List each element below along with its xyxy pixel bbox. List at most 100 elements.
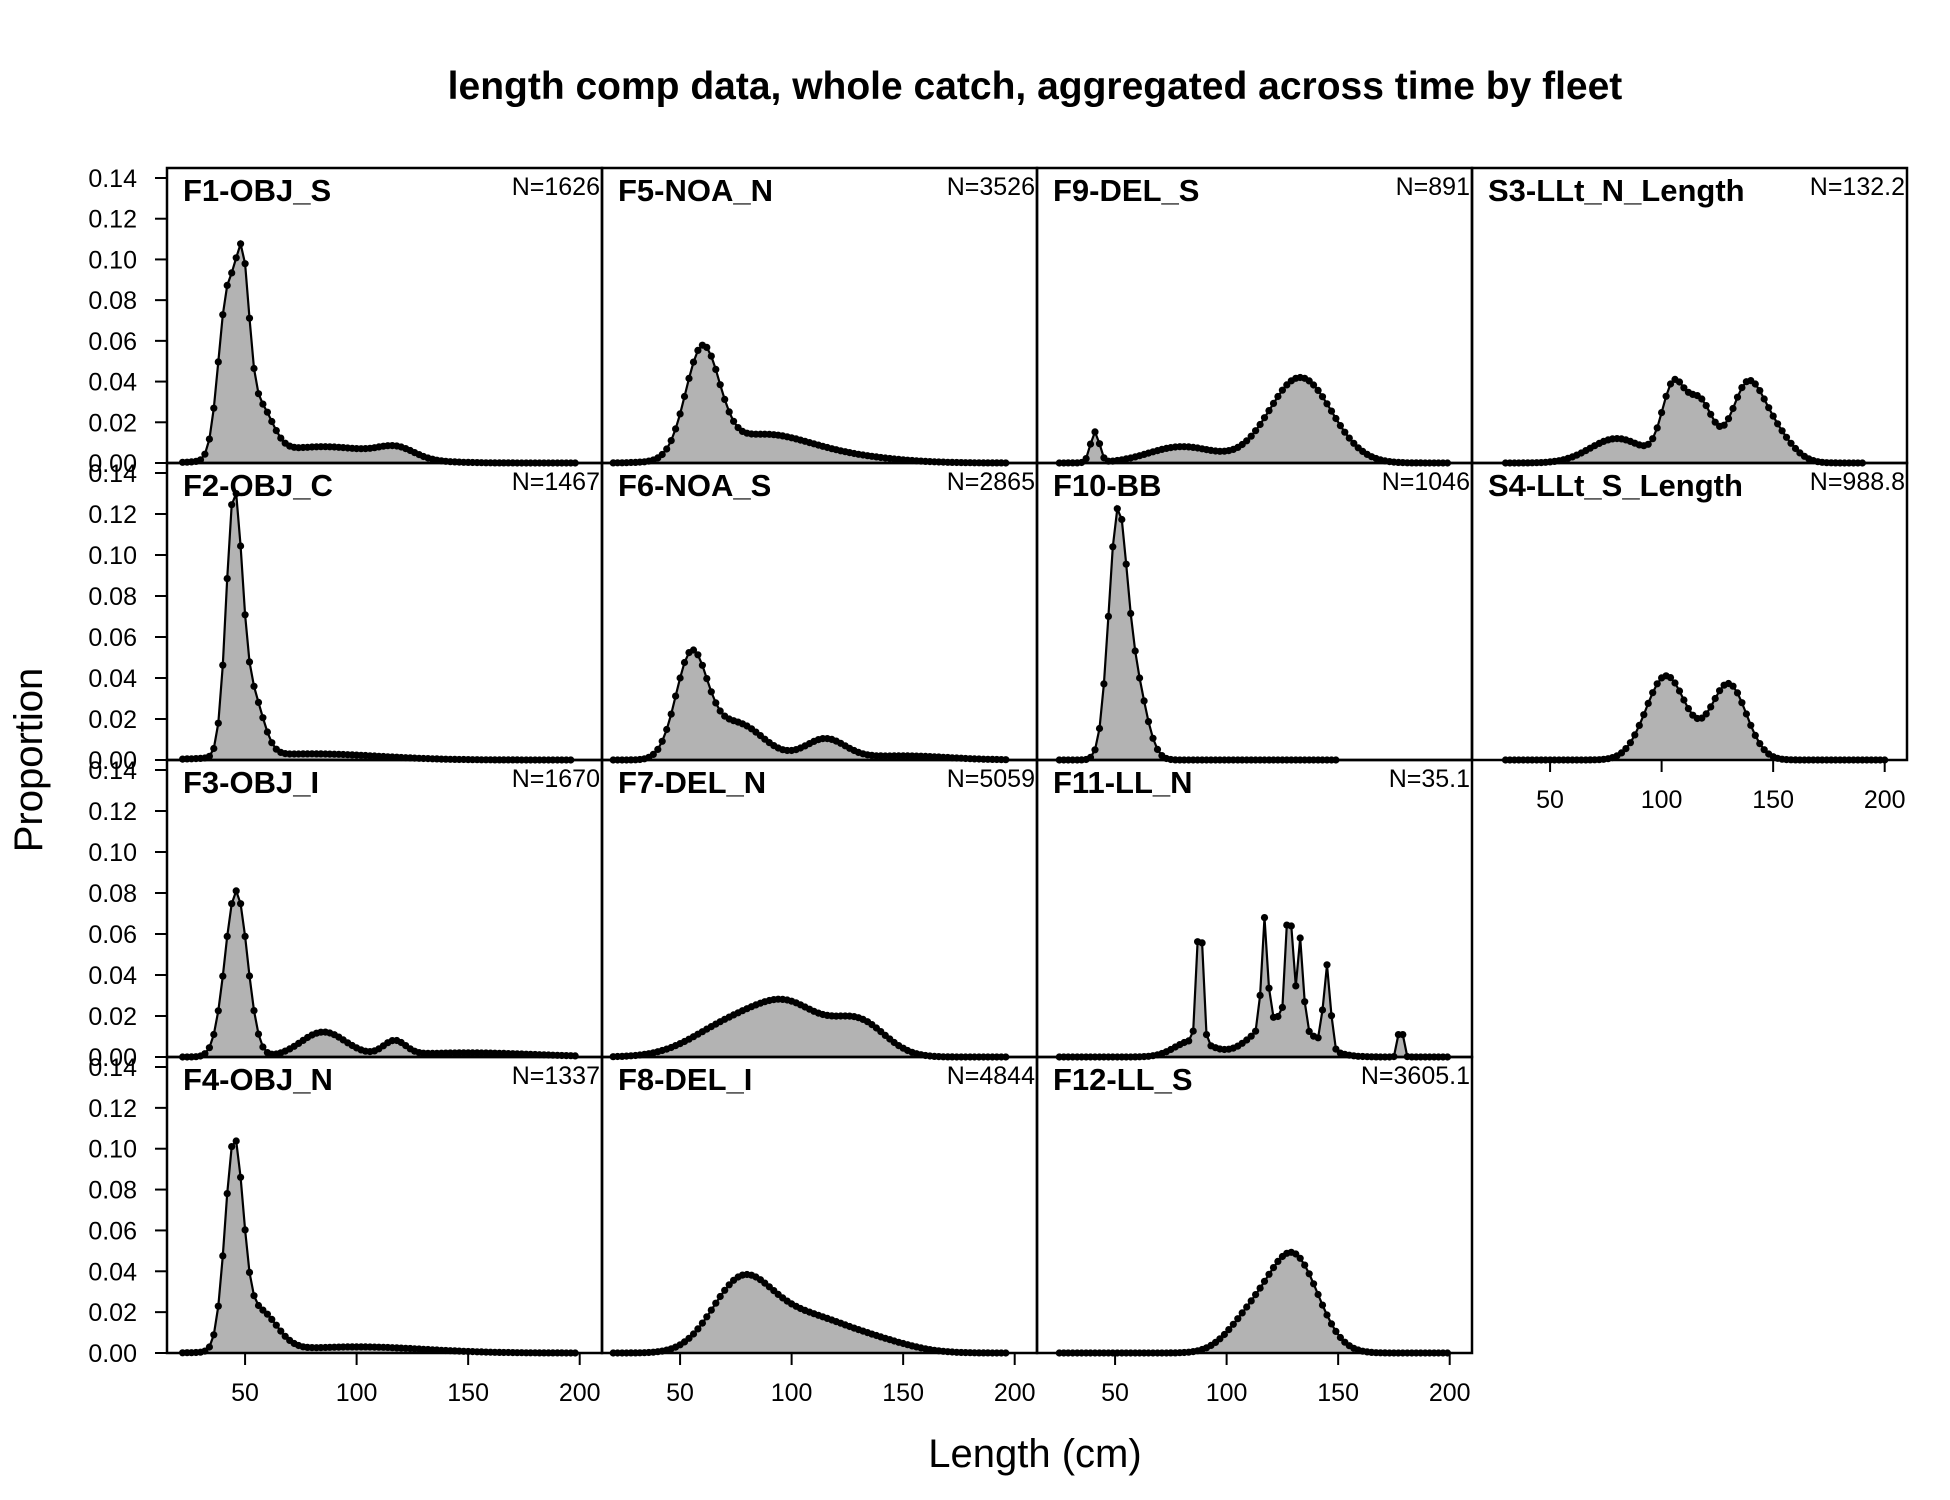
data-point: [1104, 612, 1112, 621]
data-point: [219, 311, 227, 319]
x-tick-label: 200: [559, 1379, 601, 1407]
data-point: [1644, 440, 1652, 448]
series-area: [182, 1141, 576, 1353]
panel-title: F4-OBJ_N: [183, 1062, 333, 1097]
data-point: [1323, 961, 1331, 969]
data-point: [210, 744, 218, 753]
y-tick-label: 0.12: [88, 798, 137, 826]
panel-title: F7-DEL_N: [618, 765, 766, 800]
data-point: [254, 698, 263, 707]
x-tick-label: 150: [447, 1379, 489, 1407]
y-tick-label: 0.04: [88, 665, 137, 693]
y-tick-label: 0.08: [88, 880, 137, 908]
data-point: [1310, 381, 1318, 389]
panel-f12-ll_s: F12-LL_S N=3605.1: [1035, 1055, 1474, 1357]
data-point: [1136, 674, 1144, 682]
y-tick-label: 0.02: [88, 409, 137, 437]
data-point: [1644, 699, 1652, 708]
y-tick-label: 0.04: [88, 1258, 137, 1286]
panel-frame: [1035, 166, 1474, 465]
data-point: [1327, 407, 1336, 415]
data-point: [1756, 387, 1764, 395]
data-point: [1765, 404, 1773, 412]
panel-f3-obj_i: F3-OBJ_I N=1670: [165, 758, 604, 1061]
data-point: [1127, 609, 1135, 618]
data-point: [205, 752, 213, 760]
data-point: [703, 675, 711, 683]
data-point: [228, 501, 236, 509]
data-point: [703, 343, 711, 351]
x-tick-label: 200: [1864, 786, 1906, 814]
data-point: [676, 410, 684, 418]
data-point: [676, 674, 684, 682]
y-tick-label: 0.12: [88, 501, 137, 529]
y-tick-label: 0.00: [88, 1340, 137, 1368]
data-point: [1318, 393, 1327, 401]
x-tick-label: 50: [1536, 786, 1564, 814]
data-point: [1640, 711, 1648, 719]
data-point: [277, 434, 285, 442]
data-point: [1327, 1012, 1336, 1020]
data-point: [1675, 378, 1684, 386]
data-point: [1769, 412, 1777, 420]
x-tick-label: 50: [666, 1379, 694, 1407]
data-point: [1751, 380, 1759, 388]
data-point: [698, 1319, 707, 1327]
data-point: [241, 260, 249, 268]
data-point: [689, 1330, 698, 1338]
data-point: [1671, 679, 1679, 687]
data-point: [1666, 674, 1675, 682]
panel-sample-size: N=35.1: [1389, 765, 1470, 793]
y-tick-label: 0.02: [88, 1299, 137, 1327]
x-tick-label: 100: [336, 1379, 378, 1407]
y-tick-label: 0.00: [88, 747, 137, 775]
panel-sample-size: N=1046: [1382, 468, 1470, 496]
data-point: [1122, 560, 1130, 568]
data-point: [1680, 696, 1688, 704]
y-tick-label: 0.06: [88, 921, 137, 949]
data-point: [1756, 740, 1764, 748]
data-point: [1247, 1297, 1255, 1305]
series-area: [613, 999, 1006, 1057]
data-point: [219, 972, 227, 980]
data-point: [1666, 380, 1675, 388]
data-point: [1698, 395, 1706, 403]
data-point: [1274, 1257, 1282, 1265]
data-point: [214, 1007, 222, 1015]
y-tick-label: 0.08: [88, 1177, 137, 1205]
y-tick-label: 0.08: [88, 287, 137, 315]
data-point: [721, 1286, 729, 1294]
series-area: [1059, 377, 1448, 463]
data-point: [1247, 432, 1255, 440]
data-point: [1653, 424, 1661, 432]
y-tick-label: 0.06: [88, 624, 137, 652]
data-point: [205, 1343, 213, 1351]
data-point: [223, 932, 231, 941]
x-tick-label: 50: [231, 1379, 259, 1407]
y-tick-label: 0.10: [88, 839, 137, 867]
data-point: [1720, 421, 1728, 429]
data-point: [1260, 414, 1269, 422]
data-point: [232, 887, 240, 895]
data-point: [716, 707, 724, 715]
data-point: [259, 400, 267, 408]
data-point: [716, 381, 724, 389]
data-point: [1314, 386, 1322, 394]
data-point: [210, 1331, 218, 1339]
data-point: [210, 404, 218, 412]
data-point: [1118, 515, 1126, 524]
panel-sample-size: N=1337: [512, 1062, 600, 1090]
data-point: [1095, 440, 1104, 448]
panel-sample-size: N=5059: [947, 765, 1035, 793]
data-point: [1662, 392, 1670, 400]
series-area: [1059, 508, 1336, 760]
data-point: [241, 611, 249, 619]
panels-group: F1-OBJ_S N=1626 F2-OBJ_C N=1467 F3-OBJ_I N=16…: [165, 166, 1909, 1357]
y-tick-label: 0.00: [88, 450, 137, 478]
data-point: [219, 1252, 227, 1260]
data-point: [1296, 1254, 1304, 1262]
data-point: [1252, 1291, 1260, 1299]
data-point: [1622, 745, 1630, 753]
x-tick-label: 100: [1641, 786, 1683, 814]
panel-sample-size: N=988.8: [1810, 468, 1905, 496]
